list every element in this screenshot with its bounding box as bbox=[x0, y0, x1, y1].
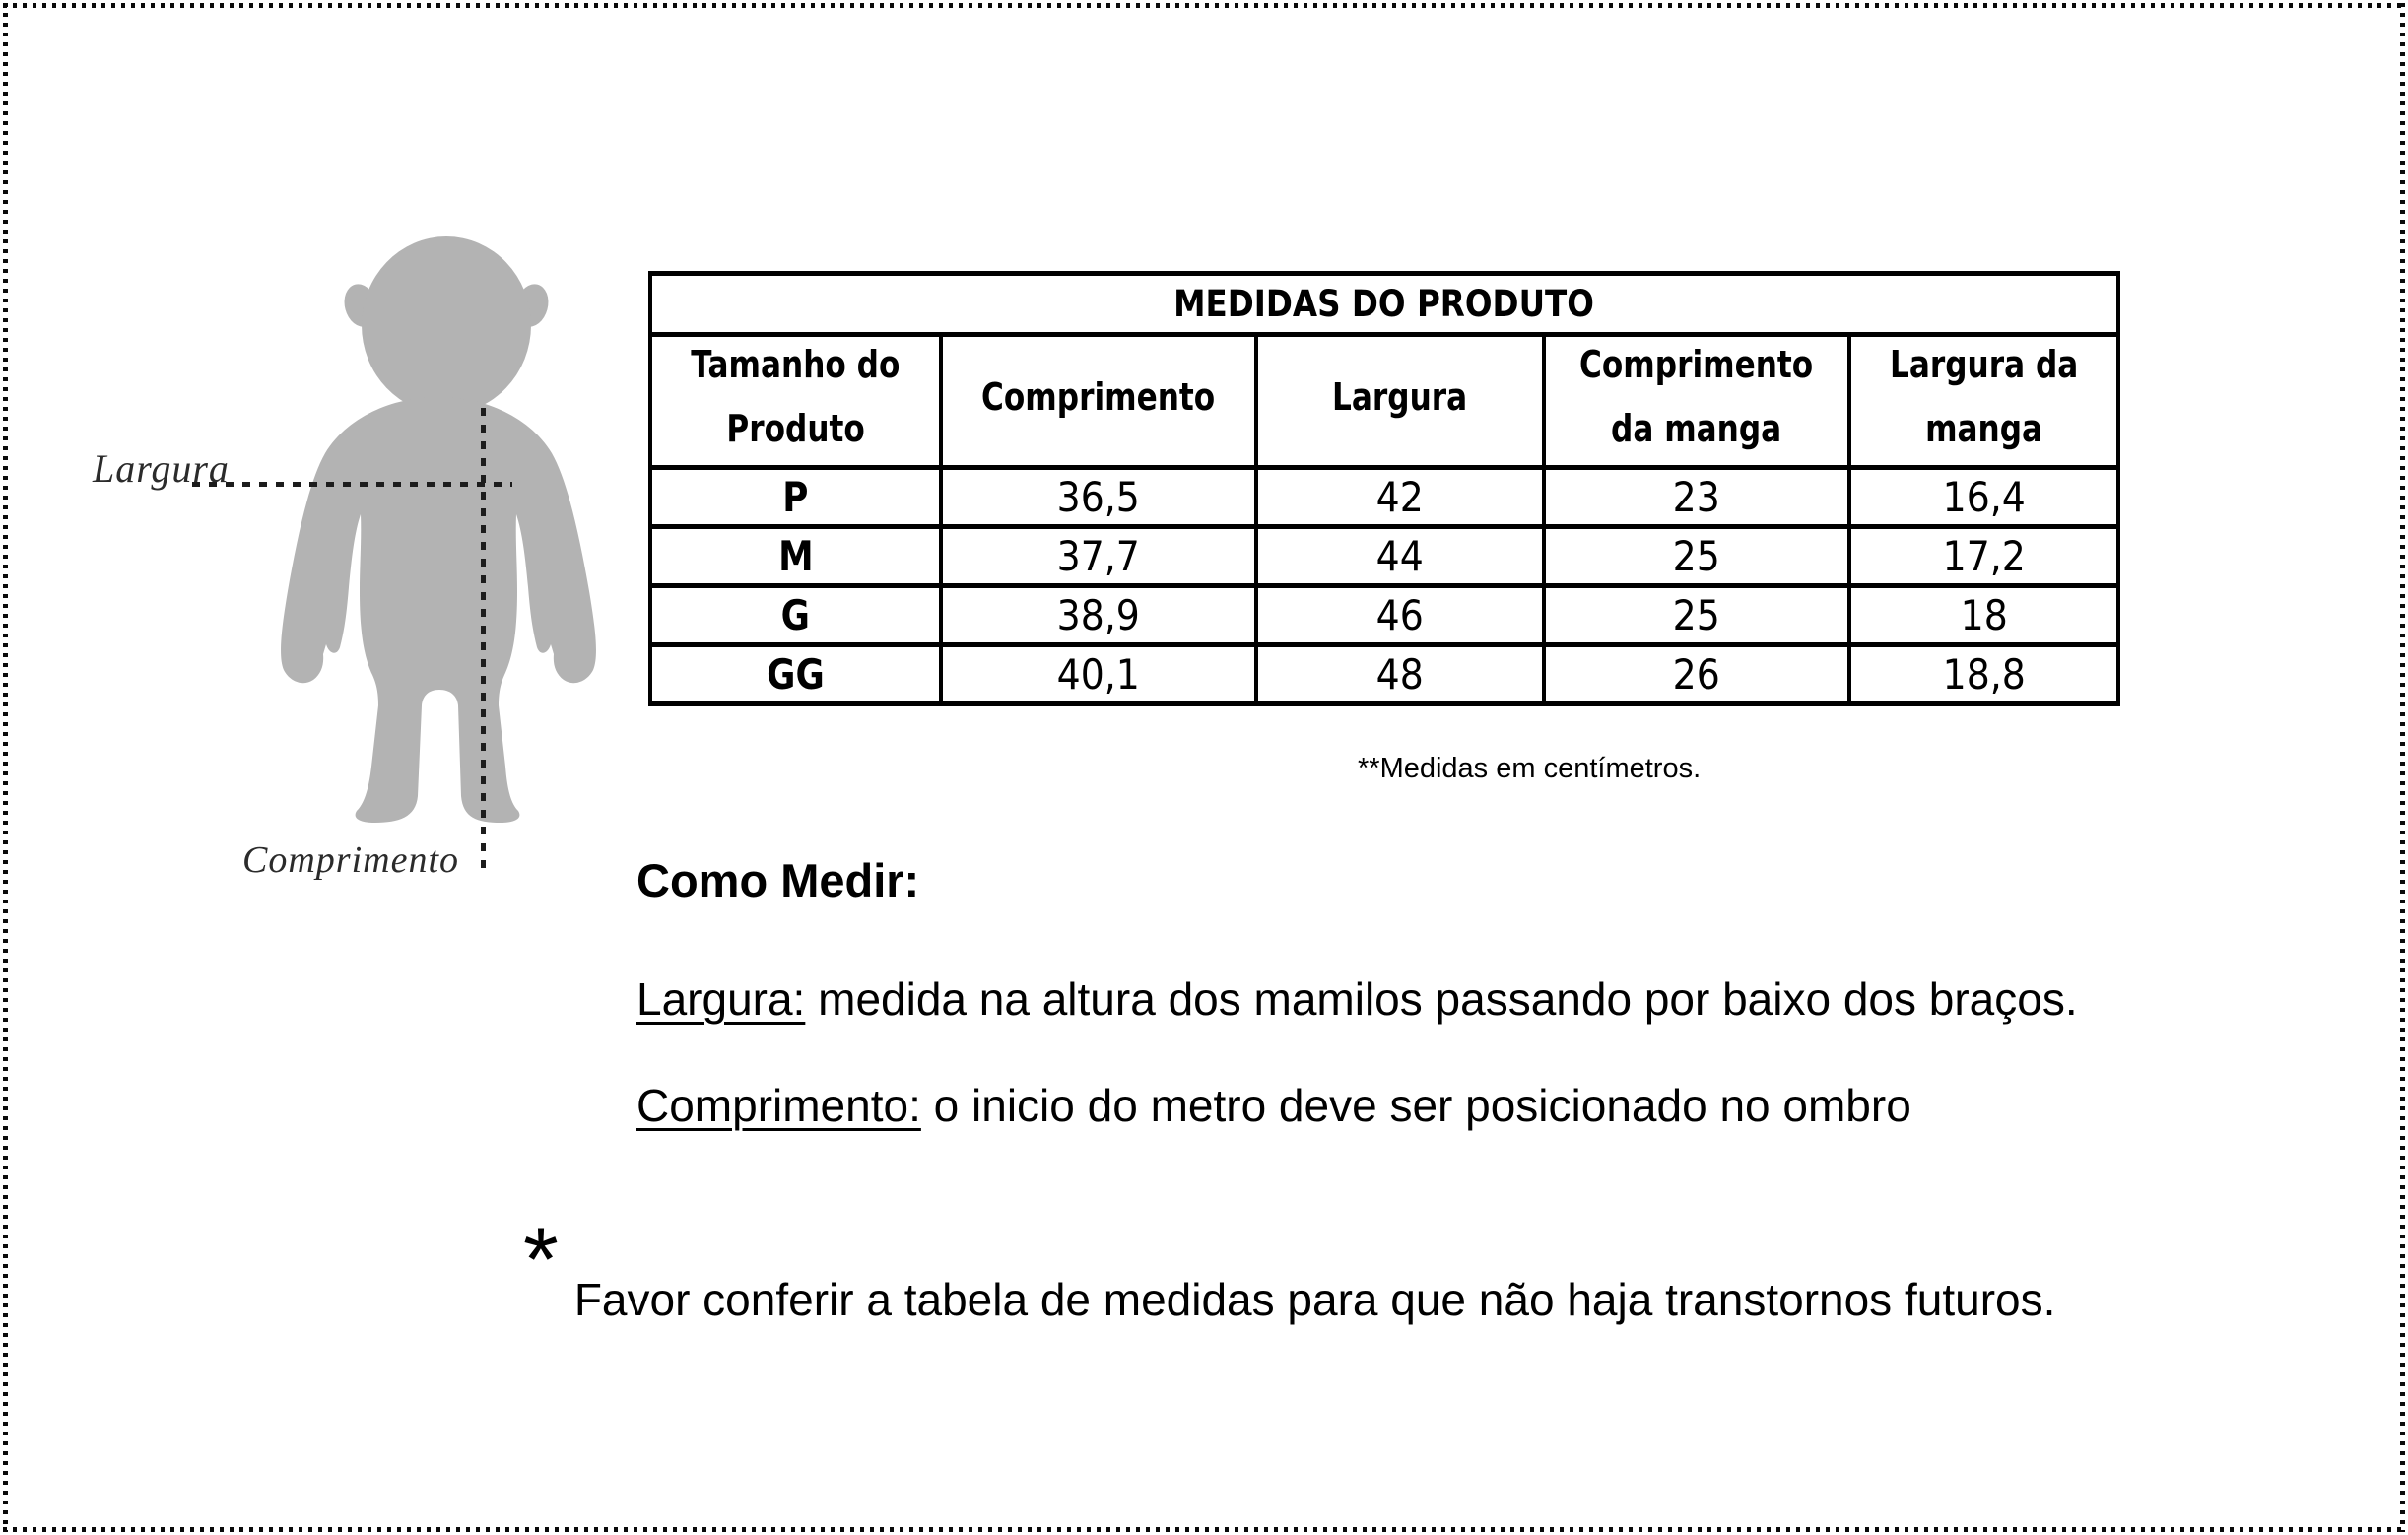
size-cell: GG bbox=[648, 642, 943, 706]
largura-dotted-line bbox=[192, 482, 512, 487]
page-border-left bbox=[3, 3, 8, 1532]
comprimento-cell: 36,5 bbox=[939, 465, 1258, 529]
baby-silhouette bbox=[281, 236, 596, 823]
largura-cell: 48 bbox=[1254, 642, 1546, 706]
col-header-largura: Largura bbox=[1254, 332, 1546, 470]
page-border-bottom bbox=[3, 1527, 2405, 1532]
table-title-row: MEDIDAS DO PRODUTO bbox=[648, 271, 2120, 337]
warning-note: * Favor conferir a tabela de medidas par… bbox=[523, 1210, 2056, 1326]
comprimento-cell: 40,1 bbox=[939, 642, 1258, 706]
warning-text: Favor conferir a tabela de medidas para … bbox=[573, 1274, 2056, 1325]
table-row: M 37,7 44 25 17,2 bbox=[648, 524, 2120, 588]
size-cell: G bbox=[648, 583, 943, 647]
comprimento-text: o inicio do metro deve ser posicionado n… bbox=[920, 1080, 1911, 1131]
largura-instruction: Largura: medida na altura dos mamilos pa… bbox=[636, 971, 2078, 1027]
comprimento-cell: 37,7 bbox=[939, 524, 1258, 588]
table-title-cell: MEDIDAS DO PRODUTO bbox=[648, 271, 2120, 337]
size-cell: M bbox=[648, 524, 943, 588]
table-header-row: Tamanho do Produto Comprimento Largura C… bbox=[648, 332, 2120, 470]
largura-text: medida na altura dos mamilos passando po… bbox=[805, 973, 2078, 1025]
units-footnote: **Medidas em centímetros. bbox=[1358, 753, 1702, 784]
largura-manga-cell: 18 bbox=[1847, 583, 2120, 647]
comprimento-figure-label: Comprimento bbox=[242, 839, 459, 881]
largura-term: Largura: bbox=[636, 973, 806, 1025]
largura-cell: 46 bbox=[1254, 583, 1546, 647]
baby-head bbox=[362, 236, 531, 414]
table-row: G 38,9 46 25 18 bbox=[648, 583, 2120, 647]
comprimento-term: Comprimento: bbox=[636, 1080, 921, 1131]
table-row: GG 40,1 48 26 18,8 bbox=[648, 642, 2120, 706]
col-header-comprimento-manga: Comprimento da manga bbox=[1543, 332, 1851, 470]
comprimento-manga-cell: 23 bbox=[1543, 465, 1851, 529]
page-border-top bbox=[3, 3, 2405, 8]
measurements-table: MEDIDAS DO PRODUTO Tamanho do Produto Co… bbox=[648, 271, 2120, 706]
col-header-tamanho: Tamanho do Produto bbox=[648, 332, 943, 470]
page-border-right bbox=[2400, 3, 2405, 1532]
comprimento-dotted-line bbox=[481, 408, 486, 877]
col-header-largura-manga: Largura da manga bbox=[1847, 332, 2120, 470]
comprimento-manga-cell: 25 bbox=[1543, 583, 1851, 647]
comprimento-manga-cell: 26 bbox=[1543, 642, 1851, 706]
comprimento-instruction: Comprimento: o inicio do metro deve ser … bbox=[636, 1078, 1911, 1133]
asterisk-mark: * bbox=[523, 1210, 559, 1310]
size-cell: P bbox=[648, 465, 943, 529]
baby-body bbox=[281, 397, 596, 823]
table-title: MEDIDAS DO PRODUTO bbox=[1173, 283, 1595, 325]
largura-manga-cell: 17,2 bbox=[1847, 524, 2120, 588]
table-row: P 36,5 42 23 16,4 bbox=[648, 465, 2120, 529]
comprimento-manga-cell: 25 bbox=[1543, 524, 1851, 588]
largura-cell: 44 bbox=[1254, 524, 1546, 588]
comprimento-cell: 38,9 bbox=[939, 583, 1258, 647]
como-medir-heading: Como Medir: bbox=[636, 854, 920, 906]
largura-cell: 42 bbox=[1254, 465, 1546, 529]
col-header-comprimento: Comprimento bbox=[939, 332, 1258, 470]
largura-manga-cell: 18,8 bbox=[1847, 642, 2120, 706]
largura-manga-cell: 16,4 bbox=[1847, 465, 2120, 529]
